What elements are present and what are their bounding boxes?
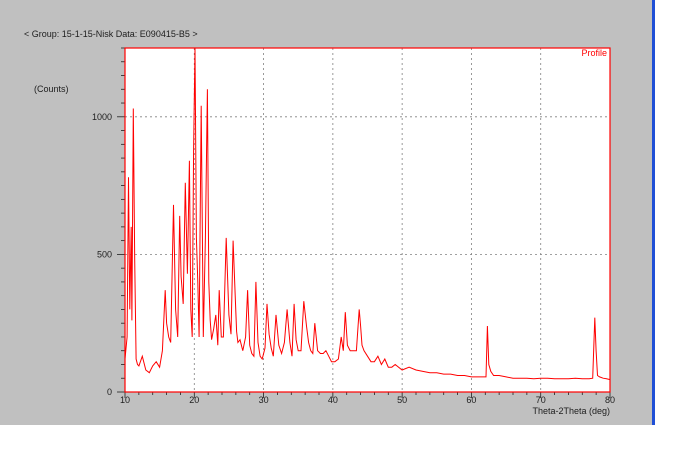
plot-frame	[124, 47, 611, 393]
y-axis-label: (Counts)	[34, 84, 69, 94]
x-tick-label: 40	[328, 395, 338, 405]
x-tick-label: 70	[536, 395, 546, 405]
x-tick-label: 60	[466, 395, 476, 405]
grid-lines	[125, 48, 610, 392]
window-edge	[652, 0, 655, 425]
x-tick-label: 50	[397, 395, 407, 405]
x-tick-label: 10	[120, 395, 130, 405]
x-tick-label: 20	[189, 395, 199, 405]
axis-ticks	[117, 47, 611, 398]
legend-profile: Profile	[581, 48, 607, 58]
y-tick-label: 1000	[92, 112, 112, 122]
tick-labels: 10 20 30 40 50 60 70 80 0 500 1000	[92, 112, 615, 405]
group-data-header: < Group: 15-1-15-Nisk Data: E090415-B5 >	[24, 29, 198, 39]
x-axis-label: Theta-2Theta (deg)	[532, 406, 610, 416]
profile-series-line	[124, 47, 611, 381]
plot-area	[125, 48, 610, 392]
x-tick-label: 80	[605, 395, 615, 405]
x-tick-label: 30	[259, 395, 269, 405]
y-tick-label: 500	[97, 249, 112, 259]
y-tick-label: 0	[107, 387, 112, 397]
